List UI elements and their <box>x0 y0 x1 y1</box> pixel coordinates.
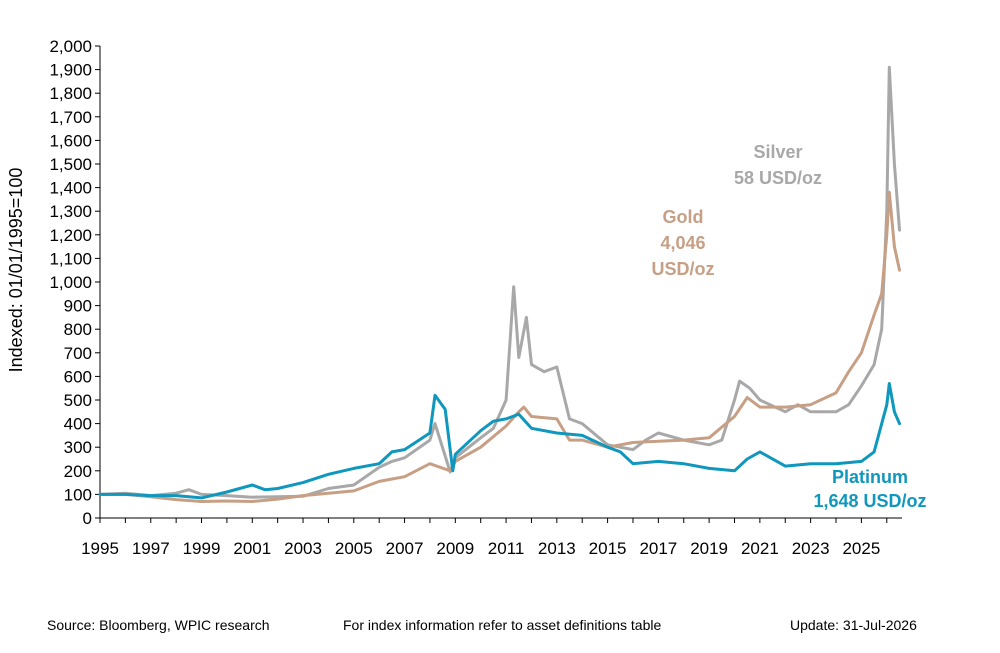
x-tick-label: 2005 <box>335 539 373 558</box>
y-tick-label: 800 <box>64 320 92 339</box>
x-tick-label: 2017 <box>639 539 677 558</box>
platinum-label-line: Platinum <box>832 467 908 487</box>
series-lines <box>98 65 901 503</box>
y-tick-label: 100 <box>64 485 92 504</box>
x-tick-label: 1999 <box>183 539 221 558</box>
silver-label-line: Silver <box>753 142 802 162</box>
x-tick-label: 2019 <box>690 539 728 558</box>
metals-price-chart: Indexed: 01/01/1995=100 0 100 200 300 400 500… <box>6 37 927 558</box>
x-tick-label: 2021 <box>741 539 779 558</box>
platinum-label-line: 1,648 USD/oz <box>813 491 926 511</box>
silver-series-label: Silver 58 USD/oz <box>734 142 822 188</box>
y-tick-label: 1,600 <box>49 131 92 150</box>
y-axis-label: Indexed: 01/01/1995=100 <box>6 168 26 373</box>
y-tick-label: 2,000 <box>49 37 92 56</box>
gold-series-label: Gold 4,046 USD/oz <box>652 207 715 279</box>
x-tick-label: 1995 <box>81 539 119 558</box>
x-tick-label: 2015 <box>589 539 627 558</box>
y-tick-label: 300 <box>64 438 92 457</box>
y-tick-label: 500 <box>64 391 92 410</box>
gold-label-line: 4,046 <box>660 233 705 253</box>
x-tick-label: 2001 <box>233 539 271 558</box>
silver-label-line: 58 USD/oz <box>734 168 822 188</box>
y-tick-label: 400 <box>64 415 92 434</box>
x-tick-label: 2007 <box>386 539 424 558</box>
y-tick-label: 1,200 <box>49 226 92 245</box>
update-date: Update: 31-Jul-2026 <box>790 617 917 633</box>
y-tick-label: 1,300 <box>49 202 92 221</box>
x-tick-label: 1997 <box>132 539 170 558</box>
x-tick-label: 2003 <box>284 539 322 558</box>
y-tick-label: 1,900 <box>49 61 92 80</box>
x-tick-label: 2009 <box>436 539 474 558</box>
y-tick-label: 600 <box>64 367 92 386</box>
index-info-note: For index information refer to asset def… <box>343 617 662 633</box>
y-tick-label: 1,400 <box>49 179 92 198</box>
series-labels: Silver 58 USD/oz Gold 4,046 USD/oz Platinum 1,… <box>652 142 927 511</box>
gold-series-line <box>98 190 901 503</box>
y-tick-label: 1,100 <box>49 249 92 268</box>
y-tick-label: 1,500 <box>49 155 92 174</box>
y-axis-ticks: 0 100 200 300 400 500 600 700 800 900 1,000 1,100 1,… <box>49 37 100 528</box>
y-tick-label: 0 <box>83 509 92 528</box>
y-tick-label: 1,000 <box>49 273 92 292</box>
y-tick-label: 1,700 <box>49 108 92 127</box>
gold-label-line: Gold <box>663 207 704 227</box>
x-tick-label: 2013 <box>538 539 576 558</box>
y-tick-label: 200 <box>64 462 92 481</box>
source-note: Source: Bloomberg, WPIC research <box>47 617 270 633</box>
x-axis-ticks: 1995 1997 1999 2001 2003 2005 2007 2009 2011 2013… <box>81 518 888 558</box>
y-tick-label: 700 <box>64 344 92 363</box>
gold-label-line: USD/oz <box>652 259 715 279</box>
x-tick-label: 2023 <box>792 539 830 558</box>
y-tick-label: 1,800 <box>49 84 92 103</box>
platinum-series-label: Platinum 1,648 USD/oz <box>813 467 926 511</box>
y-tick-label: 900 <box>64 297 92 316</box>
x-tick-label: 2025 <box>842 539 880 558</box>
platinum-series-line <box>98 382 901 500</box>
x-tick-label: 2011 <box>488 539 525 558</box>
